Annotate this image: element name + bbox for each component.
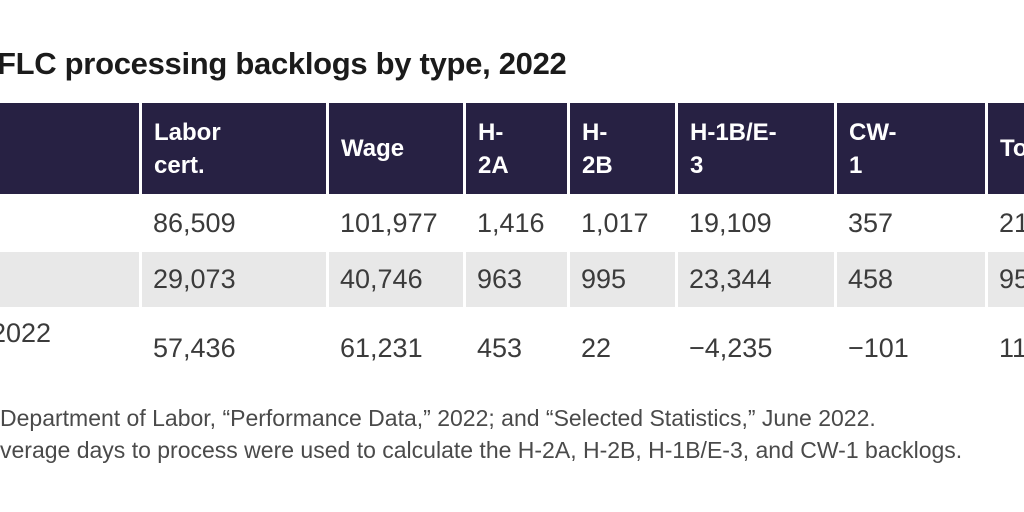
- table-cell: 11: [999, 333, 1024, 363]
- table-header-row: Labor cert. Wage H- 2A H- 2B H-1B/E- 3 C…: [0, 103, 1024, 194]
- table-row: 29,073 40,746 963 995 23,344 458 95: [0, 252, 1024, 307]
- table-cell: −101: [848, 333, 909, 363]
- table-cell-row-label: 2022: [0, 307, 139, 390]
- table-cell: 101,977: [340, 207, 438, 238]
- header-cell-cw1: CW- 1: [837, 103, 985, 194]
- method-note: verage days to process were used to calc…: [0, 437, 963, 463]
- table-cell: 95: [988, 252, 1024, 307]
- table-cell: −4,235: [689, 333, 773, 363]
- table-cell: 19,109: [689, 207, 772, 238]
- table-cell: 453: [477, 333, 523, 363]
- table-cell-row-label: [0, 194, 139, 252]
- table-row: 86,509 101,977 1,416 1,017 19,109 357 21: [0, 194, 1024, 252]
- table-cell: 995: [570, 252, 675, 307]
- clipped-row-label: 2022: [0, 318, 52, 348]
- table-row: 2022 57,436 61,231 453 22 −4,235 −101 11: [0, 307, 1024, 390]
- header-cell-row-label: [0, 103, 139, 194]
- header-cell-h2b: H- 2B: [570, 103, 675, 194]
- table-cell: 357: [848, 207, 894, 238]
- page-title: FLC processing backlogs by type, 2022: [0, 46, 567, 81]
- table-cell: 1,017: [581, 207, 649, 238]
- header-cell-wage: Wage: [329, 103, 463, 194]
- header-cell-total: To: [988, 103, 1024, 194]
- header-cell-h1b-e3: H-1B/E- 3: [678, 103, 834, 194]
- table-cell: 23,344: [678, 252, 834, 307]
- table-cell: 963: [466, 252, 567, 307]
- source-note: Department of Labor, “Performance Data,”…: [0, 405, 876, 431]
- table-cell: 458: [837, 252, 985, 307]
- backlogs-table: Labor cert. Wage H- 2A H- 2B H-1B/E- 3 C…: [0, 103, 1024, 390]
- table-cell: 21: [999, 207, 1024, 238]
- table-cell: 57,436: [153, 333, 236, 363]
- table-cell: 22: [581, 333, 612, 363]
- table-cell: 86,509: [153, 207, 236, 238]
- table-cell: 29,073: [142, 252, 326, 307]
- footnotes: Department of Labor, “Performance Data,”…: [0, 402, 962, 466]
- header-cell-h2a: H- 2A: [466, 103, 567, 194]
- table-cell-row-label: [0, 252, 139, 307]
- table-cell: 61,231: [340, 333, 423, 363]
- table-cell: 1,416: [477, 207, 545, 238]
- table-cell: 40,746: [329, 252, 463, 307]
- header-cell-labor-cert: Labor cert.: [142, 103, 326, 194]
